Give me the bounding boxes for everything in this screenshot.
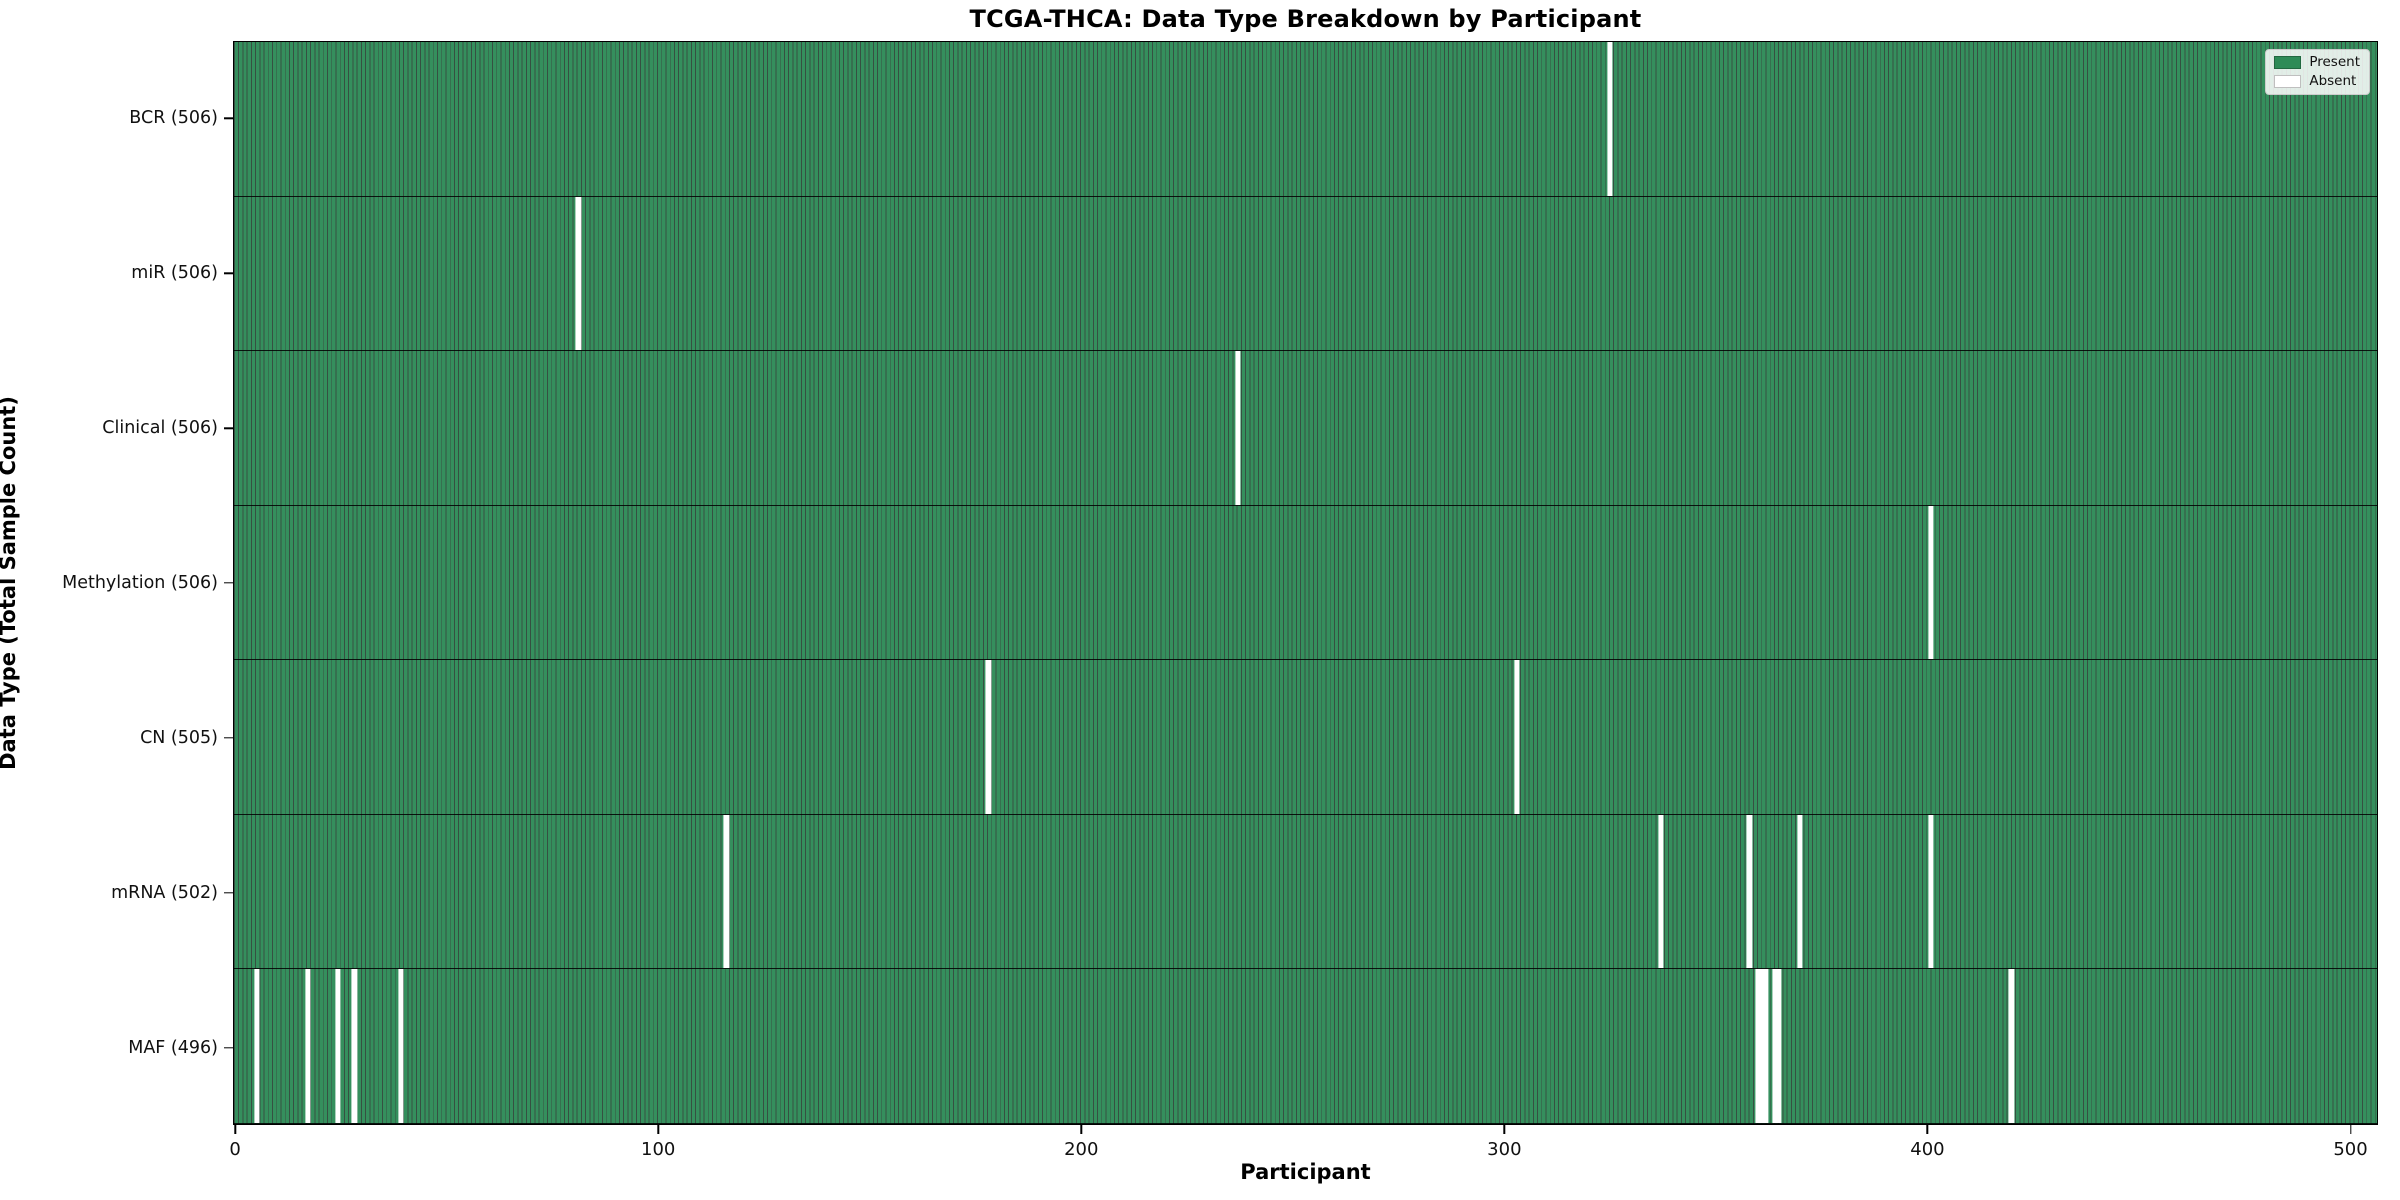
- y-tick-label-mrna: mRNA (502): [111, 882, 218, 903]
- absent-marker: [723, 814, 730, 969]
- x-tick-label: 200: [1064, 1139, 1099, 1160]
- row-band-methylation: [234, 505, 2377, 661]
- row-band-clinical: [234, 351, 2377, 506]
- chart-title: TCGA-THCA: Data Type Breakdown by Partic…: [969, 5, 1642, 33]
- absent-marker: [334, 969, 341, 1123]
- absent-marker: [1928, 505, 1934, 660]
- x-axis-tick: [1080, 1125, 1082, 1134]
- absent-marker: [1776, 969, 1782, 1123]
- y-axis: BCR (506) miR (506) Clinical (506) Methylat…: [0, 41, 233, 1125]
- x-axis-tick: [234, 1125, 236, 1134]
- absent-marker: [1797, 814, 1803, 969]
- y-axis-tick: [224, 737, 233, 739]
- absent-marker: [1759, 969, 1765, 1123]
- x-tick-label: 0: [229, 1139, 241, 1160]
- absent-marker: [1772, 969, 1778, 1123]
- x-axis-tick: [1926, 1125, 1929, 1134]
- legend: Present Absent: [2265, 49, 2370, 95]
- x-tick-label: 300: [1487, 1139, 1522, 1160]
- legend-item-present: Present: [2274, 54, 2360, 70]
- row-band-mir: [234, 196, 2377, 352]
- y-axis-tick: [224, 272, 233, 274]
- y-axis-tick: [224, 1046, 233, 1049]
- row-band-cn: [234, 660, 2377, 815]
- x-tick-label: 500: [2333, 1139, 2368, 1160]
- y-tick-label-clinical: Clinical (506): [102, 418, 218, 439]
- y-tick-label-bcr: BCR (506): [129, 108, 218, 129]
- absent-marker: [1514, 660, 1520, 814]
- y-axis-label-text: Data Type (Total Sample Count): [0, 396, 20, 770]
- y-axis-tick: [224, 427, 233, 429]
- absent-marker: [351, 969, 358, 1123]
- absent-marker: [1755, 969, 1761, 1123]
- y-tick-label-maf: MAF (496): [128, 1037, 218, 1058]
- absent-marker: [1607, 42, 1613, 196]
- x-axis: 0 100 200 300 400 500: [229, 1125, 2378, 1175]
- legend-label-absent: Absent: [2309, 72, 2357, 89]
- absent-marker: [1657, 814, 1664, 969]
- plot-area: Present Absent: [233, 41, 2378, 1125]
- absent-swatch-icon: [2274, 74, 2302, 88]
- x-axis-label: Participant: [1240, 1160, 1371, 1184]
- y-tick-label-cn: CN (505): [140, 727, 218, 748]
- absent-marker: [1746, 814, 1752, 969]
- absent-marker: [575, 196, 582, 351]
- absent-marker: [1928, 814, 1934, 969]
- absent-marker: [305, 969, 311, 1123]
- y-tick-label-mir: miR (506): [131, 263, 218, 284]
- x-axis-tick: [2349, 1125, 2352, 1134]
- absent-marker: [1235, 351, 1241, 505]
- absent-marker: [2008, 969, 2014, 1123]
- legend-label-present: Present: [2309, 54, 2360, 70]
- present-swatch-icon: [2274, 56, 2302, 70]
- y-axis-tick: [224, 117, 233, 120]
- y-axis-label: Data Type (Total Sample Count): [0, 209, 20, 770]
- y-axis-tick: [224, 892, 233, 894]
- x-tick-label: 100: [641, 1139, 676, 1160]
- row-band-mrna: [234, 814, 2377, 970]
- legend-item-absent: Absent: [2274, 72, 2360, 89]
- absent-marker: [254, 969, 260, 1123]
- x-tick-label: 400: [1910, 1139, 1945, 1160]
- absent-marker: [398, 969, 404, 1123]
- row-band-bcr: [234, 42, 2377, 197]
- x-axis-tick: [657, 1125, 659, 1134]
- absent-marker: [985, 660, 992, 814]
- y-axis-tick: [224, 582, 233, 584]
- absent-marker: [1763, 969, 1769, 1123]
- row-band-maf: [234, 969, 2377, 1124]
- x-axis-tick: [1503, 1125, 1506, 1134]
- y-tick-label-methylation: Methylation (506): [62, 573, 218, 593]
